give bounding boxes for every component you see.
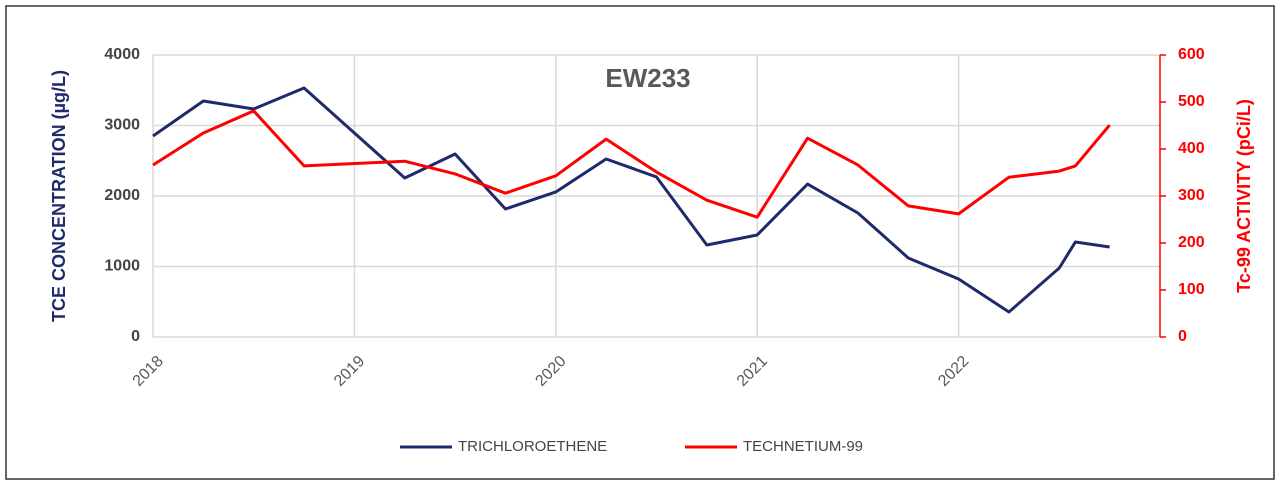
y-tick-label: 3000 <box>104 117 140 134</box>
y2-tick-label: 600 <box>1178 46 1205 63</box>
y-tick-label: 0 <box>131 328 140 345</box>
y2-tick-label: 0 <box>1178 328 1187 345</box>
series-line <box>152 86 1110 314</box>
y-tick-label: 2000 <box>104 187 140 204</box>
y2-tick-label: 400 <box>1178 140 1205 157</box>
chart-title: EW233 <box>605 63 690 93</box>
y2-axis-label: Tc-99 ACTIVITY (pCi/L) <box>1234 99 1254 293</box>
legend-label: TECHNETIUM-99 <box>743 438 863 455</box>
y2-tick-label: 200 <box>1178 234 1205 251</box>
y2-tick-label: 500 <box>1178 93 1205 110</box>
legend-label: TRICHLOROETHENE <box>458 438 607 455</box>
y2-tick-label: 300 <box>1178 187 1205 204</box>
chart-frame <box>5 5 1275 480</box>
y2-tick-label: 100 <box>1178 281 1205 298</box>
y-tick-label: 1000 <box>104 258 140 275</box>
y-tick-label: 4000 <box>104 46 140 63</box>
y-axis-label: TCE CONCENTRATION (µg/L) <box>49 70 69 322</box>
series-line <box>152 109 1111 219</box>
